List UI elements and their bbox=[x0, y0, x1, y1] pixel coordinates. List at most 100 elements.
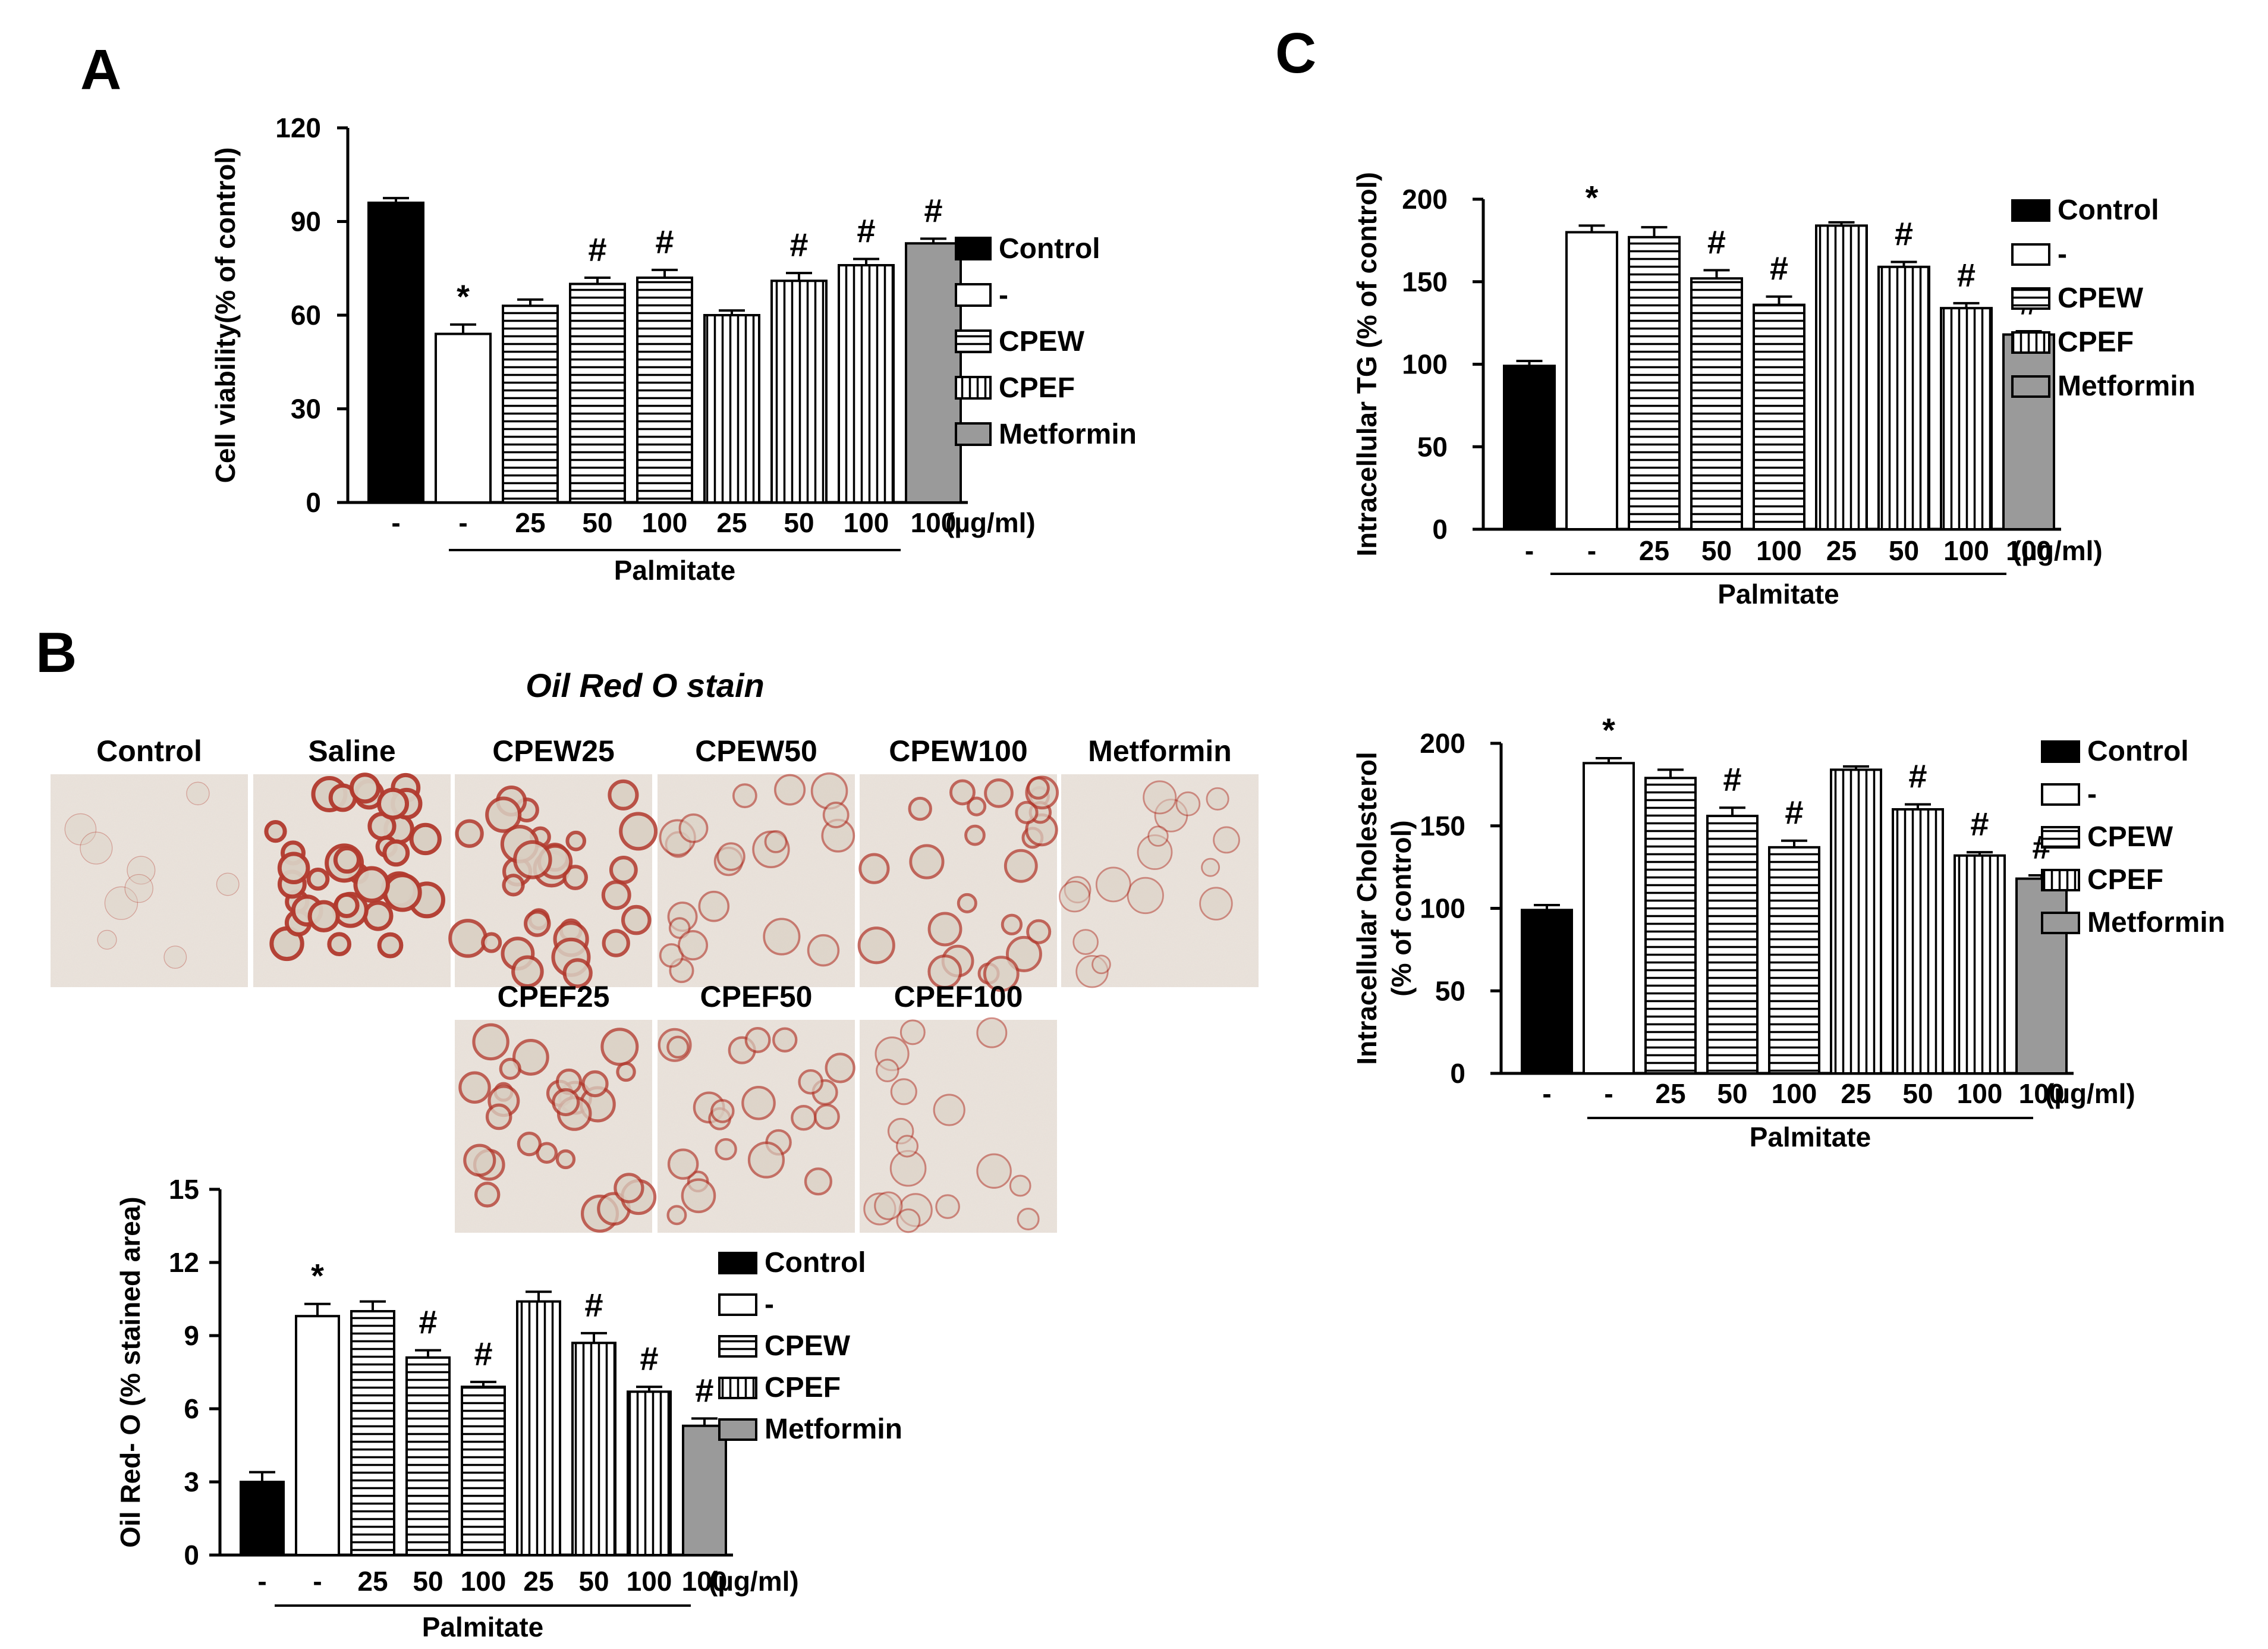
lipid-droplet bbox=[814, 1104, 840, 1130]
bar-control bbox=[367, 202, 424, 504]
lipid-droplet bbox=[744, 1027, 771, 1053]
x-tick-label: 100 bbox=[911, 507, 957, 538]
x-tick-label: 50 bbox=[1889, 535, 1919, 566]
bar-cpew bbox=[1644, 777, 1697, 1075]
x-tick-label: 50 bbox=[1701, 535, 1732, 566]
lipid-droplet bbox=[581, 1070, 609, 1098]
lipid-droplet bbox=[1059, 881, 1091, 913]
bar-cpef bbox=[516, 1300, 561, 1557]
y-tick-label: 3 bbox=[184, 1466, 199, 1497]
lipid-droplet bbox=[825, 1053, 855, 1083]
y-tick-label: 150 bbox=[1420, 811, 1465, 841]
y-tick-label: 15 bbox=[169, 1174, 199, 1205]
significance-hash: # bbox=[857, 212, 875, 250]
lipid-droplet bbox=[857, 926, 895, 965]
x-tick-label: 100 bbox=[461, 1566, 507, 1597]
x-tick-label: - bbox=[1587, 535, 1596, 566]
lipid-droplet bbox=[163, 946, 187, 969]
x-tick-label: 100 bbox=[1943, 535, 1989, 566]
bar-cpef bbox=[1892, 808, 1944, 1075]
x-tick-label: - bbox=[458, 507, 467, 538]
legend-swatch-control bbox=[718, 1252, 757, 1274]
micrograph-grid: Control Saline CPEW25 CPEW50 CPEW100 Metformi… bbox=[51, 734, 1259, 1233]
legend-swatch-cpef bbox=[718, 1377, 757, 1399]
unit-label: (µg/ml) bbox=[709, 1566, 799, 1597]
legend-label: CPEF bbox=[765, 1372, 841, 1403]
bar-cpew bbox=[1768, 846, 1820, 1075]
lipid-droplet bbox=[1095, 866, 1131, 903]
y-tick-label: 100 bbox=[1402, 349, 1448, 380]
legend-label: Control bbox=[2087, 736, 2189, 767]
lipid-droplet bbox=[896, 1208, 921, 1233]
lipid-droplet bbox=[895, 1135, 919, 1158]
lipid-droplet bbox=[874, 1191, 903, 1220]
y-tick-label: 120 bbox=[275, 112, 321, 143]
y-tick-label: 12 bbox=[169, 1247, 199, 1278]
lipid-droplet bbox=[97, 929, 117, 950]
legend-swatch-cpew bbox=[2041, 826, 2080, 849]
lipid-droplet bbox=[363, 900, 394, 931]
x-tick-label: - bbox=[391, 507, 400, 538]
micrograph-label: CPEW25 bbox=[492, 734, 615, 768]
legend-swatch-metformin bbox=[955, 422, 992, 446]
lipid-droplet bbox=[376, 787, 410, 820]
bar-cpew bbox=[1690, 277, 1743, 530]
x-tick-label: 25 bbox=[716, 507, 747, 538]
lipid-droplet bbox=[1017, 1207, 1040, 1231]
lipid-droplet bbox=[976, 1017, 1008, 1048]
lipid-droplet bbox=[517, 1131, 542, 1157]
lipid-droplet bbox=[858, 853, 890, 884]
significance-hash: # bbox=[1895, 215, 1913, 252]
lipid-droplet bbox=[1091, 954, 1111, 975]
lipid-droplet bbox=[481, 932, 502, 953]
y-tick-label: 50 bbox=[1417, 431, 1448, 462]
lipid-droplet bbox=[383, 873, 422, 912]
bar-cpef bbox=[1940, 307, 1993, 531]
lipid-droplet bbox=[601, 880, 631, 910]
lipid-droplet bbox=[555, 1149, 576, 1170]
lipid-droplet bbox=[382, 839, 410, 867]
lipid-droplet bbox=[949, 779, 976, 806]
micrograph-label: CPEF100 bbox=[894, 980, 1023, 1013]
lipid-droplet bbox=[899, 1019, 926, 1045]
lipid-droplet bbox=[511, 955, 544, 988]
bar-control bbox=[1503, 365, 1556, 531]
legend-label: - bbox=[2087, 778, 2097, 810]
lipid-droplet bbox=[764, 830, 788, 853]
lipid-droplet bbox=[933, 1094, 965, 1126]
x-tick-label: 50 bbox=[784, 507, 814, 538]
x-tick-label: 100 bbox=[1957, 1078, 2003, 1109]
legend-label: Metformin bbox=[2087, 907, 2225, 938]
legend-swatch-control bbox=[2041, 740, 2080, 763]
legend-label: Control bbox=[765, 1247, 866, 1279]
bar-palm bbox=[295, 1315, 340, 1556]
lipid-droplet bbox=[377, 932, 404, 959]
lipid-droplet bbox=[409, 822, 442, 856]
y-tick-label: 0 bbox=[1432, 514, 1448, 545]
y-axis-label: Cell viability(% of control) bbox=[210, 147, 241, 483]
panel-letter-b: B bbox=[36, 621, 77, 684]
micrograph-label: CPEF50 bbox=[700, 980, 813, 1013]
x-tick-label: - bbox=[257, 1566, 266, 1597]
bar-metformin bbox=[682, 1424, 727, 1556]
lipid-droplet bbox=[927, 954, 962, 989]
bar-palm bbox=[435, 332, 492, 504]
y-tick-label: 60 bbox=[291, 300, 321, 331]
y-tick-label: 100 bbox=[1420, 893, 1465, 924]
lipid-droplet bbox=[791, 1105, 817, 1131]
lipid-droplet bbox=[512, 1039, 549, 1076]
legend-label: CPEF bbox=[999, 372, 1075, 404]
micrograph-label: CPEW50 bbox=[695, 734, 817, 768]
micrograph-texture bbox=[51, 774, 248, 987]
y-tick-label: 200 bbox=[1420, 728, 1465, 759]
y-tick-label: 90 bbox=[291, 206, 321, 237]
micrograph-tile: CPEW50 bbox=[658, 734, 855, 987]
y-tick-label: 30 bbox=[291, 394, 321, 425]
legend: Control - CPEW CPEF Metformin bbox=[718, 1247, 902, 1445]
legend-swatch-cpef bbox=[2011, 331, 2050, 354]
lipid-droplet bbox=[747, 1141, 785, 1179]
significance-star: * bbox=[1602, 711, 1615, 749]
lipid-droplet bbox=[448, 919, 487, 958]
lipid-droplet bbox=[822, 802, 850, 828]
